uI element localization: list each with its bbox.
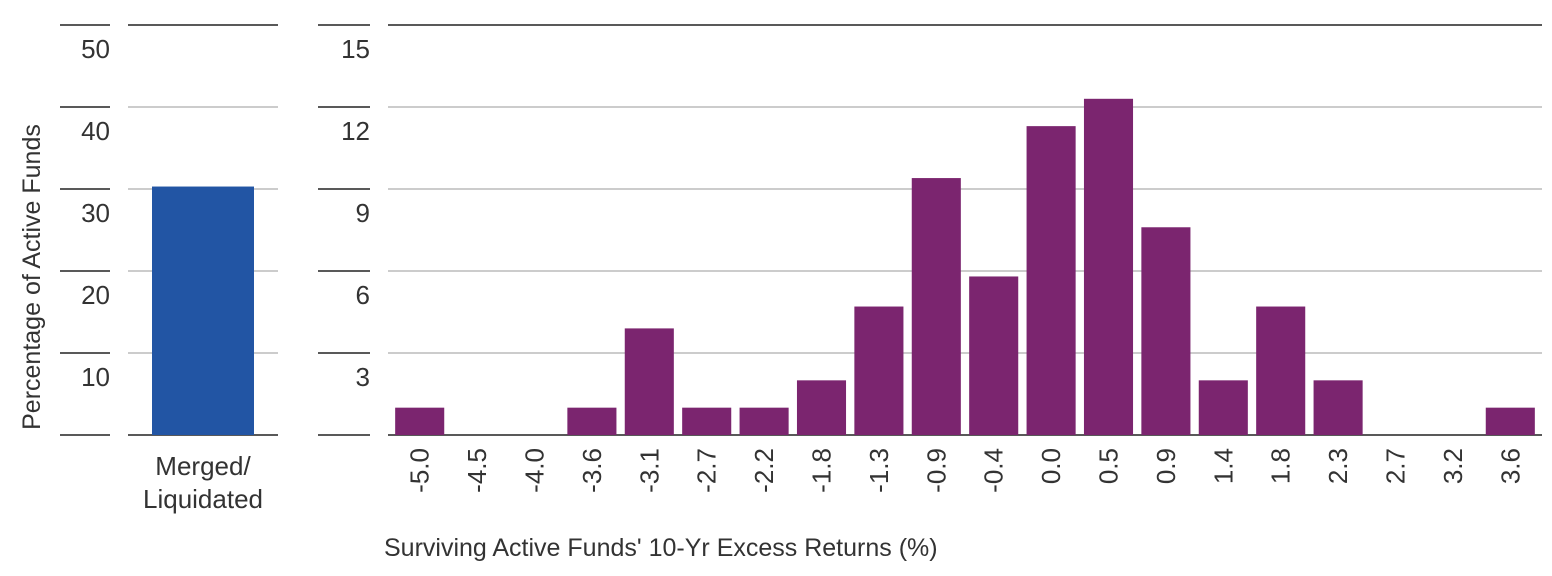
x-tick-label: 1.4 [1208, 448, 1238, 484]
bar [395, 407, 445, 435]
x-axis-label: Surviving Active Funds' 10-Yr Excess Ret… [384, 534, 938, 562]
x-tick-label: -0.9 [921, 448, 951, 493]
x-tick-label: -3.6 [577, 448, 607, 493]
bar [1083, 98, 1134, 436]
x-tick-label: Liquidated [143, 484, 263, 514]
y-tick-label: 15 [341, 34, 370, 64]
bar [624, 328, 674, 435]
y-tick-label: 20 [81, 280, 110, 310]
x-tick-label: 2.7 [1381, 448, 1411, 484]
y-tick-label: 30 [81, 198, 110, 228]
y-axis-label: Percentage of Active Funds [18, 124, 46, 430]
x-tick-label: -2.2 [749, 448, 779, 493]
x-tick-label: 1.8 [1266, 448, 1296, 484]
bar [739, 407, 789, 435]
y-tick-label: 40 [81, 116, 110, 146]
bar [1198, 380, 1248, 435]
bar [796, 380, 847, 435]
x-tick-label: 0.0 [1036, 448, 1066, 484]
bar [1256, 306, 1306, 435]
x-tick-label: -4.0 [520, 448, 550, 493]
x-tick-label: -1.3 [864, 448, 894, 493]
y-tick-label: 6 [356, 280, 370, 310]
bar [152, 186, 254, 435]
bar [854, 306, 904, 435]
bar [1313, 380, 1363, 435]
x-tick-label: -1.8 [807, 448, 837, 493]
x-tick-label: 0.9 [1151, 448, 1181, 484]
bar [1485, 407, 1535, 435]
x-tick-label: 3.2 [1438, 448, 1468, 484]
x-tick-label: -4.5 [462, 448, 492, 493]
y-tick-label: 3 [356, 362, 370, 392]
x-tick-label: Merged/ [155, 451, 251, 481]
y-tick-label: 50 [81, 34, 110, 64]
x-tick-label: -5.0 [405, 448, 435, 493]
y-tick-label: 9 [356, 198, 370, 228]
x-tick-label: 0.5 [1094, 448, 1124, 484]
bar [1141, 227, 1191, 435]
bar [682, 407, 732, 435]
y-tick-label: 10 [81, 362, 110, 392]
x-tick-label: -0.4 [979, 448, 1009, 493]
bar [969, 276, 1019, 435]
bar [1026, 126, 1076, 435]
x-tick-label: 2.3 [1323, 448, 1353, 484]
x-tick-label: 3.6 [1495, 448, 1525, 484]
x-tick-label: -3.1 [634, 448, 664, 493]
bar [567, 407, 617, 435]
x-tick-label: -2.7 [692, 448, 722, 493]
bar [911, 178, 961, 436]
merged-liquidated-panel: 10 20 30 40 50 Merged/Liquidated [60, 24, 278, 514]
y-tick-label: 12 [341, 116, 370, 146]
